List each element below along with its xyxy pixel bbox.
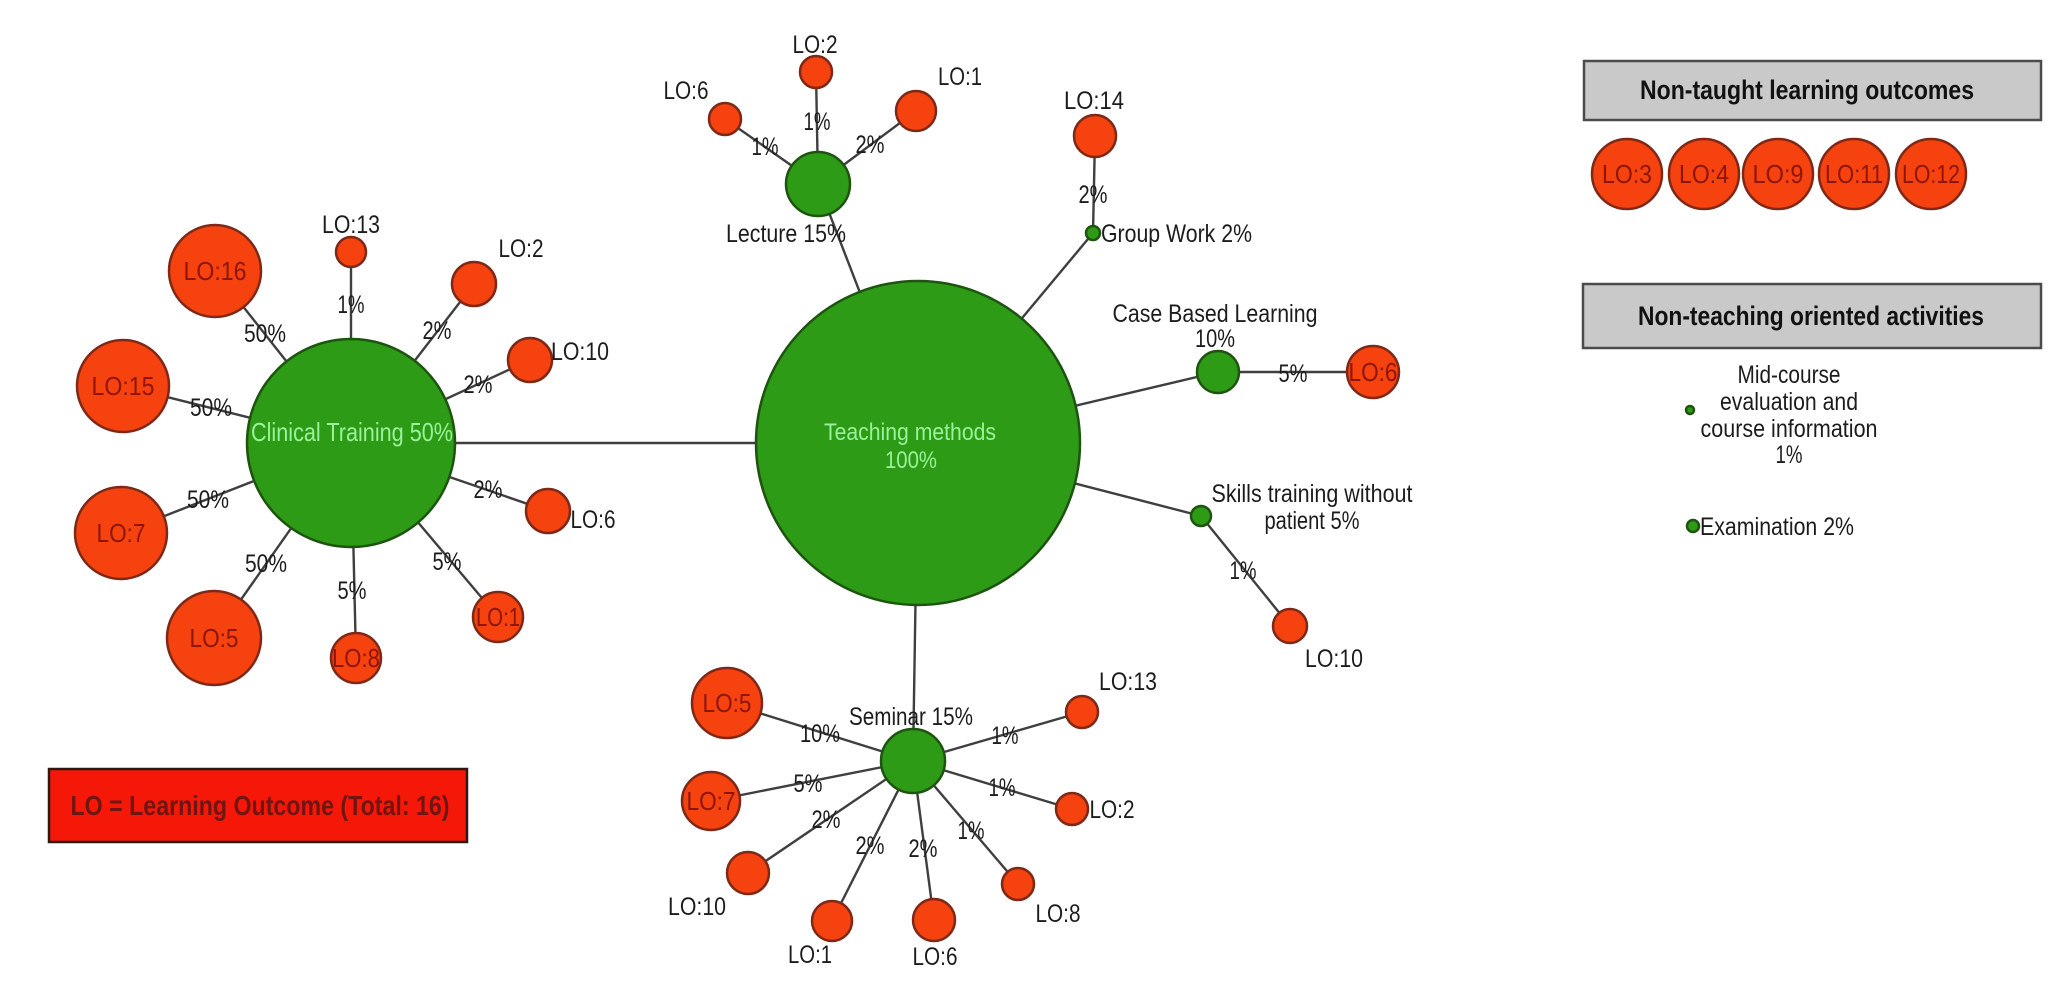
svg-text:Non-taught learning outcomes: Non-taught learning outcomes bbox=[1640, 75, 1974, 105]
svg-text:LO:11: LO:11 bbox=[1825, 159, 1883, 189]
svg-text:LO:15: LO:15 bbox=[92, 371, 155, 401]
svg-text:Teaching methods: Teaching methods bbox=[824, 419, 996, 446]
svg-text:LO:3: LO:3 bbox=[1602, 159, 1652, 189]
svg-text:5%: 5% bbox=[433, 548, 462, 576]
svg-text:LO:2: LO:2 bbox=[1090, 796, 1135, 824]
svg-text:50%: 50% bbox=[245, 550, 287, 578]
svg-text:course information: course information bbox=[1701, 415, 1878, 443]
svg-text:LO:7: LO:7 bbox=[97, 518, 146, 548]
svg-text:1%: 1% bbox=[804, 108, 831, 136]
svg-text:LO:13: LO:13 bbox=[322, 211, 380, 239]
svg-text:10%: 10% bbox=[800, 720, 840, 748]
svg-text:50%: 50% bbox=[190, 394, 232, 422]
svg-text:LO:2: LO:2 bbox=[499, 235, 544, 263]
svg-text:LO:13: LO:13 bbox=[1099, 668, 1157, 696]
svg-text:LO:10: LO:10 bbox=[668, 893, 726, 921]
svg-text:Case Based Learning: Case Based Learning bbox=[1113, 300, 1318, 328]
svg-text:2%: 2% bbox=[1079, 181, 1108, 209]
svg-text:1%: 1% bbox=[1776, 441, 1803, 469]
svg-text:LO:6: LO:6 bbox=[664, 77, 709, 105]
svg-text:5%: 5% bbox=[794, 770, 823, 798]
svg-text:5%: 5% bbox=[1279, 360, 1308, 388]
svg-text:5%: 5% bbox=[338, 577, 367, 605]
svg-text:1%: 1% bbox=[1230, 557, 1257, 585]
svg-text:LO:6: LO:6 bbox=[571, 506, 616, 534]
svg-text:LO:5: LO:5 bbox=[190, 623, 239, 653]
svg-text:LO:2: LO:2 bbox=[793, 31, 838, 59]
svg-text:patient 5%: patient 5% bbox=[1265, 507, 1360, 535]
svg-text:1%: 1% bbox=[992, 722, 1019, 750]
svg-text:2%: 2% bbox=[474, 476, 503, 504]
svg-text:LO:1: LO:1 bbox=[938, 63, 982, 91]
svg-text:2%: 2% bbox=[856, 832, 885, 860]
svg-text:2%: 2% bbox=[856, 131, 885, 159]
svg-text:2%: 2% bbox=[423, 317, 452, 345]
svg-text:10%: 10% bbox=[1195, 325, 1235, 353]
svg-text:evaluation and: evaluation and bbox=[1720, 388, 1858, 416]
svg-text:LO:10: LO:10 bbox=[1305, 645, 1363, 673]
svg-text:Mid-course: Mid-course bbox=[1738, 361, 1841, 389]
svg-text:LO:1: LO:1 bbox=[476, 602, 520, 632]
svg-text:100%: 100% bbox=[885, 447, 937, 474]
svg-text:LO:16: LO:16 bbox=[184, 256, 247, 286]
svg-text:LO:6: LO:6 bbox=[913, 943, 958, 971]
svg-text:2%: 2% bbox=[464, 371, 493, 399]
svg-text:1%: 1% bbox=[989, 774, 1016, 802]
svg-text:1%: 1% bbox=[338, 291, 365, 319]
svg-text:LO:1: LO:1 bbox=[788, 941, 832, 969]
svg-text:1%: 1% bbox=[752, 133, 779, 161]
svg-text:50%: 50% bbox=[187, 486, 229, 514]
svg-text:Seminar 15%: Seminar 15% bbox=[849, 703, 973, 731]
svg-text:50%: 50% bbox=[244, 320, 286, 348]
svg-text:Clinical Training 50%: Clinical Training 50% bbox=[251, 417, 453, 447]
svg-text:LO:9: LO:9 bbox=[1753, 159, 1804, 189]
svg-text:Examination 2%: Examination 2% bbox=[1700, 513, 1854, 541]
svg-text:LO:10: LO:10 bbox=[551, 338, 609, 366]
svg-text:Lecture 15%: Lecture 15% bbox=[726, 220, 846, 248]
svg-text:LO:4: LO:4 bbox=[1679, 159, 1729, 189]
svg-text:LO:8: LO:8 bbox=[1036, 900, 1081, 928]
svg-text:LO:6: LO:6 bbox=[1349, 357, 1398, 387]
svg-text:2%: 2% bbox=[909, 835, 938, 863]
svg-text:LO:5: LO:5 bbox=[703, 688, 752, 718]
svg-text:LO = Learning Outcome (Total:: LO = Learning Outcome (Total: 16) bbox=[71, 790, 450, 821]
svg-text:LO:7: LO:7 bbox=[687, 786, 736, 816]
svg-text:Non-teaching oriented activiti: Non-teaching oriented activities bbox=[1638, 301, 1984, 331]
svg-text:LO:12: LO:12 bbox=[1902, 159, 1960, 189]
svg-text:LO:8: LO:8 bbox=[332, 643, 380, 673]
svg-text:1%: 1% bbox=[958, 817, 985, 845]
svg-text:LO:14: LO:14 bbox=[1064, 87, 1124, 115]
svg-text:Group Work 2%: Group Work 2% bbox=[1101, 220, 1252, 248]
svg-text:Skills training without: Skills training without bbox=[1212, 480, 1413, 508]
svg-text:2%: 2% bbox=[812, 806, 841, 834]
